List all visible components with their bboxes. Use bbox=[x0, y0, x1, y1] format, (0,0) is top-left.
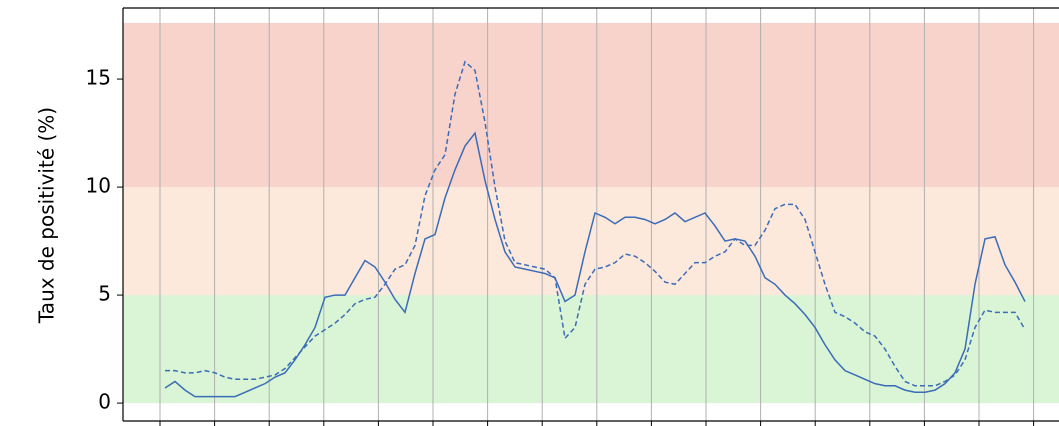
grid bbox=[159, 8, 1035, 421]
y-tick-label: 15 bbox=[86, 66, 111, 90]
axes bbox=[117, 7, 1059, 426]
band bbox=[123, 22, 1059, 188]
lines bbox=[164, 60, 1026, 398]
band bbox=[123, 295, 1059, 404]
y-tick-label: 10 bbox=[86, 174, 111, 198]
y-tick-label: 0 bbox=[98, 390, 111, 414]
y-tick-label: 5 bbox=[98, 282, 111, 306]
y-axis-title: Taux de positivité (%) bbox=[35, 107, 59, 324]
series-line bbox=[164, 131, 1026, 398]
band bbox=[123, 187, 1059, 296]
bands bbox=[123, 22, 1059, 404]
series-line bbox=[165, 60, 1026, 387]
